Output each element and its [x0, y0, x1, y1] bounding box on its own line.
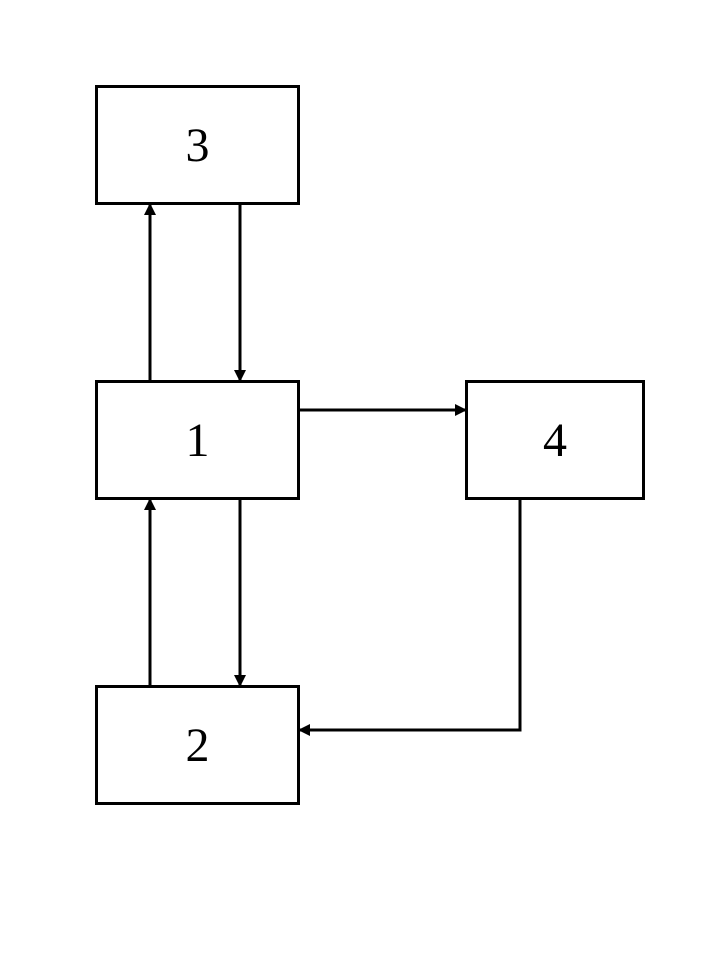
- node-n4: 4: [465, 380, 645, 500]
- node-n3: 3: [95, 85, 300, 205]
- node-label: 3: [186, 118, 210, 173]
- node-label: 1: [186, 413, 210, 468]
- node-n1: 1: [95, 380, 300, 500]
- block-diagram: 3 1 2 4: [0, 0, 708, 964]
- node-n2: 2: [95, 685, 300, 805]
- node-label: 4: [543, 413, 567, 468]
- edge-n4-n2: [300, 500, 520, 730]
- node-label: 2: [186, 718, 210, 773]
